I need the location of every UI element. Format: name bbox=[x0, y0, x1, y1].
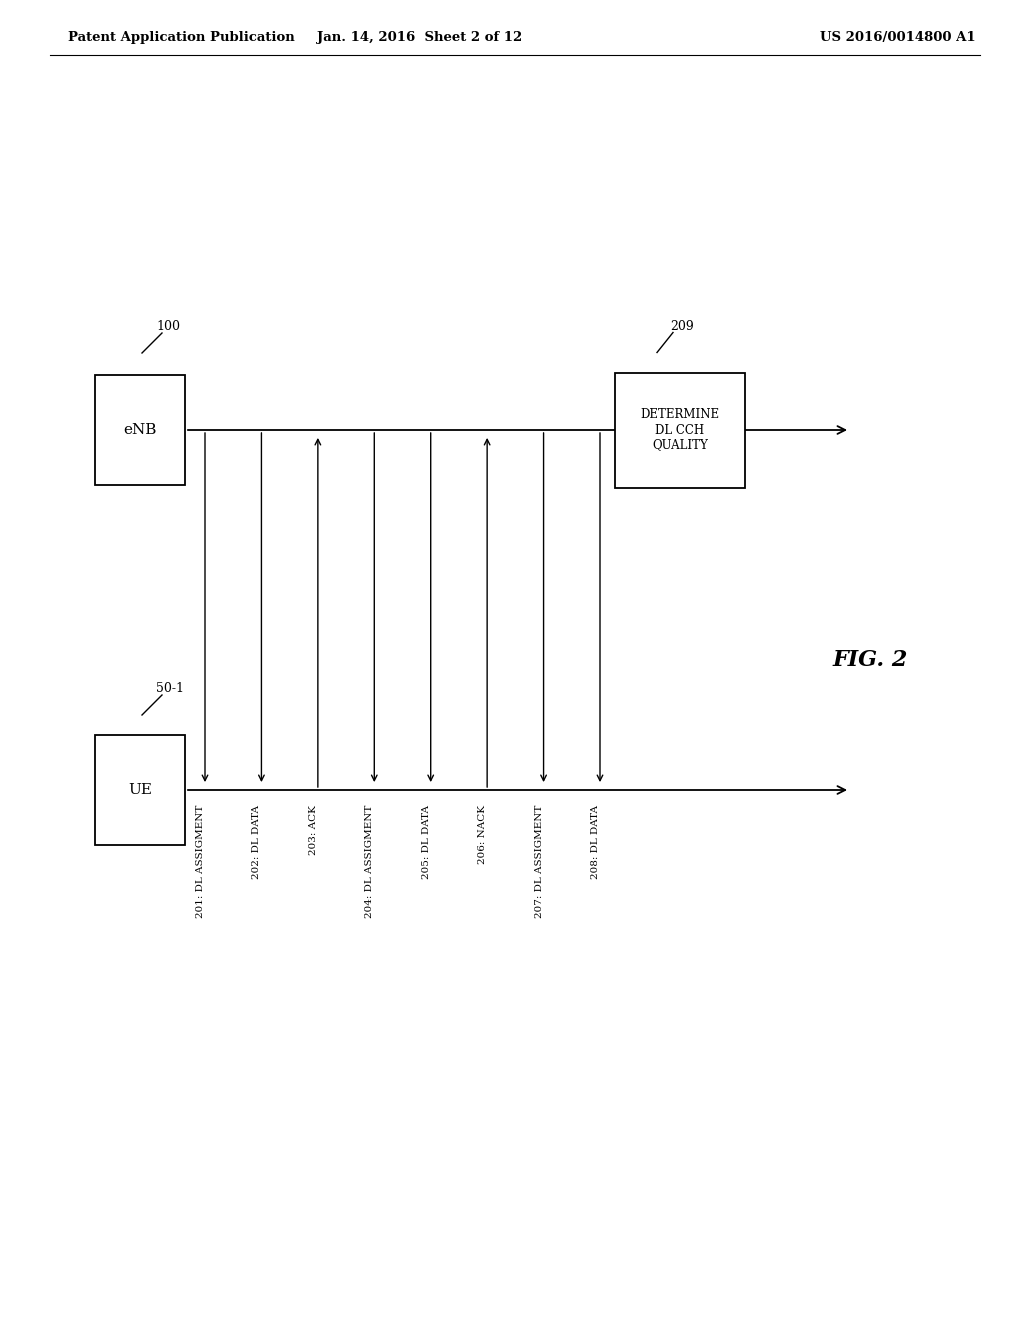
Text: eNB: eNB bbox=[123, 422, 157, 437]
Text: DETERMINE
DL CCH
QUALITY: DETERMINE DL CCH QUALITY bbox=[640, 408, 720, 451]
Text: Jan. 14, 2016  Sheet 2 of 12: Jan. 14, 2016 Sheet 2 of 12 bbox=[317, 32, 522, 45]
Text: 205: DL DATA: 205: DL DATA bbox=[422, 805, 431, 879]
Text: 204: DL ASSIGMENT: 204: DL ASSIGMENT bbox=[366, 805, 375, 919]
Text: 203: ACK: 203: ACK bbox=[309, 805, 317, 855]
Text: US 2016/0014800 A1: US 2016/0014800 A1 bbox=[820, 32, 976, 45]
Text: 208: DL DATA: 208: DL DATA bbox=[591, 805, 600, 879]
Text: 201: DL ASSIGMENT: 201: DL ASSIGMENT bbox=[196, 805, 205, 919]
Text: FIG. 2: FIG. 2 bbox=[833, 649, 907, 671]
Text: 209: 209 bbox=[670, 319, 693, 333]
Text: 50-1: 50-1 bbox=[156, 682, 184, 696]
Text: UE: UE bbox=[128, 783, 152, 797]
Bar bbox=[95, 735, 185, 845]
Bar bbox=[95, 375, 185, 484]
Text: 207: DL ASSIGMENT: 207: DL ASSIGMENT bbox=[535, 805, 544, 919]
Text: Patent Application Publication: Patent Application Publication bbox=[68, 32, 295, 45]
Bar bbox=[615, 372, 745, 487]
Text: 202: DL DATA: 202: DL DATA bbox=[253, 805, 261, 879]
Text: 100: 100 bbox=[156, 319, 180, 333]
Text: 206: NACK: 206: NACK bbox=[478, 805, 487, 865]
